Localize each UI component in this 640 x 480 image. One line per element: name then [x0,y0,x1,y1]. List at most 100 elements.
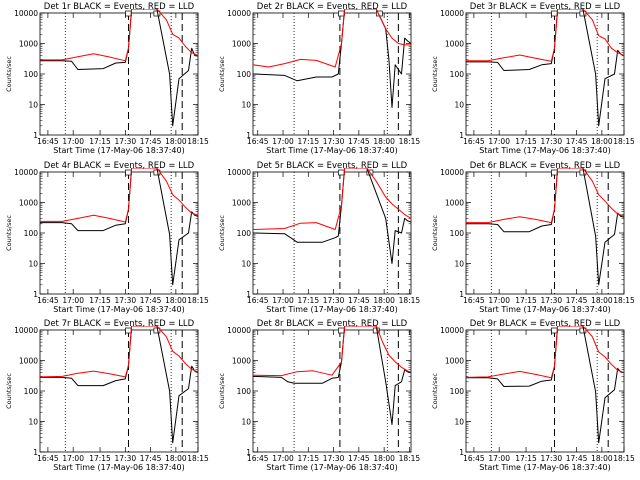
series-events-line [40,9,198,127]
x-tick-label: 18:15 [399,296,421,305]
y-tick-label: 10000 [440,9,464,18]
x-tick-label: 17:15 [297,454,319,463]
series-lld-line [466,9,624,62]
x-tick-label: 17:15 [297,296,319,305]
x-tick-label: 17:15 [89,137,111,146]
series-events-line [40,168,198,286]
y-tick-label: 1 [459,131,464,140]
series-events-line [253,9,411,108]
y-tick-label: 1000 [232,357,251,366]
series-lld-line [253,168,411,230]
x-tick-label: 17:15 [515,296,537,305]
y-tick-label: 10000 [227,168,251,177]
chart-title: Det 8r BLACK = Events, RED = LLD [257,319,408,329]
series-lld-line [253,9,411,68]
x-tick-label: 17:30 [115,296,137,305]
y-tick-label: 10000 [14,168,38,177]
y-tick-label: 1000 [445,40,464,49]
y-tick-label: 10 [28,418,38,427]
x-tick-label: 18:15 [613,137,635,146]
chart-title: Det 5r BLACK = Events, RED = LLD [257,161,408,171]
series-lld-line [466,326,624,379]
top-marker-box [551,169,558,176]
x-tick-label: 18:00 [373,454,395,463]
x-tick-label: 17:00 [272,454,294,463]
x-tick-label: 17:00 [62,137,84,146]
y-tick-label: 1000 [232,199,251,208]
y-tick-label: 10 [28,101,38,110]
chart-panel-4: Det 4r BLACK = Events, RED = LLD 1 10 100 10… [5,161,209,314]
x-tick-label: 17:45 [140,296,162,305]
y-tick-label: 1000 [19,199,38,208]
y-tick-label: 100 [450,387,465,396]
x-axis-label: Start Time (17-May-06 18:37:40) [266,146,397,155]
x-tick-label: 17:30 [323,296,345,305]
x-tick-label: 18:00 [165,454,187,463]
y-axis-label: Counts/sec [431,56,439,92]
chart-panel-9: Det 9r BLACK = Events, RED = LLD 1 10 100 10… [431,319,635,472]
y-tick-label: 100 [237,229,252,238]
y-tick-label: 10000 [440,168,464,177]
y-axis-label: Counts/sec [5,373,13,409]
y-tick-label: 10 [241,101,251,110]
x-tick-label: 17:45 [140,137,162,146]
x-axis-label: Start Time (17-May-06 18:37:40) [479,463,610,472]
chart-title: Det 4r BLACK = Events, RED = LLD [44,161,195,171]
y-tick-label: 100 [237,70,252,79]
series-lld-line [40,326,198,378]
y-tick-label: 100 [24,229,39,238]
x-tick-label: 17:00 [488,296,510,305]
x-tick-label: 18:15 [613,296,635,305]
x-tick-label: 18:15 [399,137,421,146]
x-tick-label: 18:00 [591,454,613,463]
chart-panel-1: Det 1r BLACK = Events, RED = LLD 1 10 100 10… [5,2,209,155]
x-tick-label: 18:15 [613,454,635,463]
x-tick-label: 16:45 [247,137,269,146]
chart-panel-5: Det 5r BLACK = Events, RED = LLD 1 10 100 10… [218,161,420,314]
series-lld-line [253,326,411,377]
series-events-line [253,326,411,425]
x-axis-label: Start Time (17-May-06 18:37:40) [53,463,184,472]
x-tick-label: 17:15 [515,137,537,146]
x-tick-label: 16:45 [463,137,485,146]
y-tick-label: 100 [24,387,39,396]
series-events-line [253,168,411,264]
top-marker-box [125,169,132,176]
chart-title: Det 6r BLACK = Events, RED = LLD [470,161,621,171]
series-events-line [466,326,624,444]
y-axis-label: Counts/sec [218,373,226,409]
x-tick-label: 17:30 [323,454,345,463]
y-tick-label: 10 [241,418,251,427]
y-tick-label: 1 [246,290,251,299]
x-tick-label: 17:00 [272,296,294,305]
chart-panel-6: Det 6r BLACK = Events, RED = LLD 1 10 100 10… [431,161,635,314]
x-tick-label: 16:45 [463,454,485,463]
chart-title: Det 1r BLACK = Events, RED = LLD [44,2,195,12]
x-tick-label: 18:00 [165,137,187,146]
x-tick-label: 17:45 [348,137,370,146]
x-tick-label: 18:00 [165,296,187,305]
x-axis-label: Start Time (17-May-06 18:37:40) [266,305,397,314]
y-tick-label: 100 [24,70,39,79]
y-tick-label: 1000 [19,40,38,49]
x-tick-label: 18:15 [187,296,209,305]
x-tick-label: 17:15 [89,454,111,463]
y-tick-label: 10000 [14,9,38,18]
x-tick-label: 18:00 [591,137,613,146]
series-events-line [466,168,624,286]
x-tick-label: 17:15 [515,454,537,463]
y-tick-label: 1 [33,290,38,299]
y-axis-label: Counts/sec [218,56,226,92]
y-tick-label: 10 [241,260,251,269]
x-tick-label: 17:45 [140,454,162,463]
x-tick-label: 16:45 [37,454,59,463]
x-tick-label: 17:45 [566,137,588,146]
y-tick-label: 10000 [14,326,38,335]
chart-title: Det 7r BLACK = Events, RED = LLD [44,319,195,329]
y-tick-label: 1 [246,131,251,140]
x-tick-label: 17:00 [62,454,84,463]
x-tick-label: 18:15 [399,454,421,463]
x-tick-label: 17:00 [62,296,84,305]
y-tick-label: 10 [454,260,464,269]
